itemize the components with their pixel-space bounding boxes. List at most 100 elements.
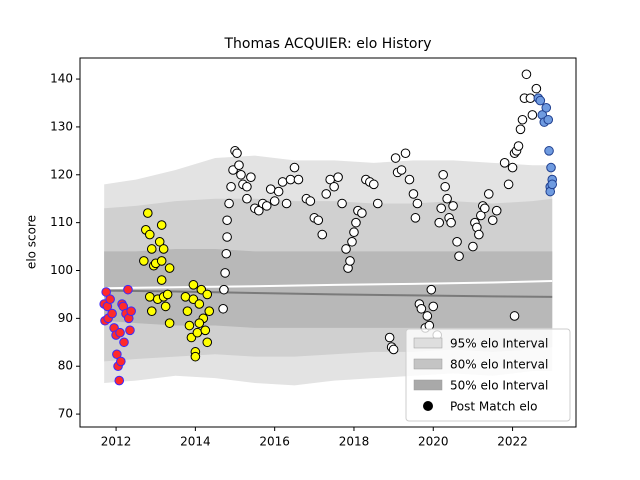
point (404, 174, 415, 185)
legend: 95% elo Interval 80% elo Interval 50% elo … (405, 328, 571, 422)
legend-swatch (423, 401, 433, 411)
point (204, 306, 215, 316)
point (236, 169, 246, 180)
point (357, 208, 367, 218)
point (349, 227, 359, 238)
point (351, 217, 361, 228)
point (416, 303, 427, 314)
x-tick-label: 2018 (339, 435, 370, 449)
point (531, 83, 542, 94)
point (313, 215, 324, 226)
point (190, 351, 201, 362)
y-tick-label: 130 (50, 119, 73, 133)
point (160, 301, 171, 312)
point (202, 337, 213, 348)
point (390, 153, 401, 163)
x-tick-label: 2014 (180, 435, 211, 449)
point (321, 189, 332, 199)
point (515, 124, 526, 135)
point (112, 349, 122, 360)
point (218, 303, 228, 314)
point (265, 184, 276, 194)
y-tick-label: 120 (50, 167, 73, 181)
point (544, 146, 554, 156)
x-tick-label: 2022 (497, 435, 528, 449)
y-tick-label: 110 (50, 215, 73, 229)
point (436, 203, 446, 214)
point (107, 308, 117, 319)
point (114, 375, 125, 386)
point (261, 201, 272, 211)
plot-area (99, 69, 558, 386)
point (269, 196, 280, 206)
point (164, 318, 175, 328)
point (483, 189, 494, 199)
point (123, 284, 133, 295)
point (202, 289, 213, 300)
point (164, 263, 175, 273)
point (446, 217, 456, 228)
point (156, 275, 167, 285)
point (388, 344, 399, 355)
y-axis-label: elo score (25, 215, 39, 269)
point (372, 198, 383, 209)
point (222, 232, 232, 242)
point (345, 256, 355, 266)
y-tick-label: 140 (50, 72, 73, 86)
point (412, 198, 423, 209)
point (454, 251, 464, 261)
point (246, 172, 256, 182)
point (337, 198, 347, 209)
point (234, 160, 244, 171)
point (468, 241, 478, 252)
point (220, 268, 230, 278)
point (116, 356, 126, 367)
point (480, 203, 490, 214)
point (226, 181, 236, 192)
point (422, 311, 433, 321)
point (126, 306, 136, 316)
point (192, 327, 203, 338)
point (509, 311, 520, 321)
point (487, 215, 498, 226)
point (547, 179, 558, 190)
x-tick-label: 2012 (101, 435, 132, 449)
point (333, 172, 343, 182)
point (476, 210, 486, 221)
y-tick-label: 100 (50, 263, 73, 277)
point (182, 306, 193, 316)
point (289, 162, 300, 173)
point (329, 181, 339, 192)
point (543, 114, 554, 125)
point (428, 301, 439, 312)
point (200, 325, 211, 336)
point (426, 284, 437, 295)
point (184, 320, 195, 331)
point (180, 292, 191, 302)
point (396, 165, 407, 175)
point (474, 229, 484, 240)
point (101, 287, 111, 297)
point (144, 229, 155, 240)
point (222, 215, 232, 226)
point (242, 181, 252, 192)
point (527, 110, 538, 120)
point (517, 114, 528, 125)
point (384, 332, 395, 343)
point (499, 158, 510, 168)
interval-band (104, 248, 553, 328)
legend-swatch (413, 379, 443, 391)
point (438, 169, 448, 180)
point (194, 318, 205, 328)
point (105, 294, 115, 305)
point (368, 179, 379, 190)
point (115, 327, 125, 338)
point (400, 148, 411, 159)
trend-line (104, 289, 553, 298)
point (162, 289, 173, 300)
point (317, 229, 328, 240)
point (448, 201, 458, 211)
point (410, 213, 421, 223)
x-tick-label: 2020 (418, 435, 449, 449)
